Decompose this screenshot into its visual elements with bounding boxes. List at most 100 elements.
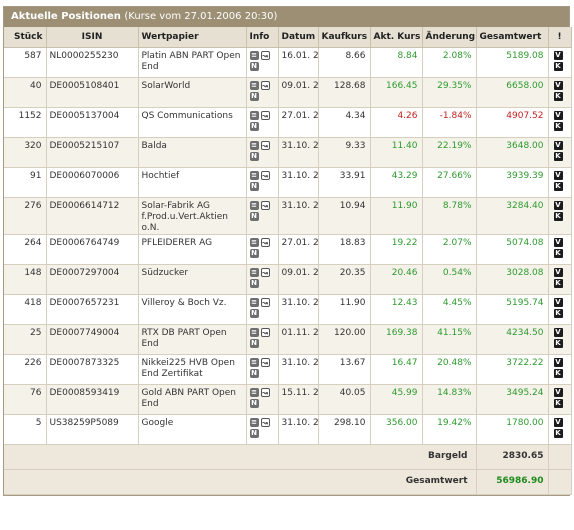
sell-button[interactable]: V	[553, 50, 563, 60]
sell-button[interactable]: V	[553, 237, 563, 247]
buy-button[interactable]: K	[553, 368, 563, 378]
buy-button[interactable]: K	[553, 248, 563, 258]
sell-button[interactable]: V	[553, 357, 563, 367]
cell-gesamtwert: 4234.50	[476, 324, 549, 355]
news-icon[interactable]: N	[249, 248, 259, 258]
chart-icon[interactable]: ↝	[260, 110, 270, 120]
document-icon[interactable]: ≡	[249, 297, 259, 307]
buy-button[interactable]: K	[553, 338, 563, 348]
news-icon[interactable]: N	[249, 91, 259, 101]
document-icon[interactable]: ≡	[249, 237, 259, 247]
news-icon[interactable]: N	[249, 61, 259, 71]
buy-button[interactable]: K	[553, 151, 563, 161]
chart-icon[interactable]: ↝	[260, 417, 270, 427]
document-icon[interactable]: ≡	[249, 200, 259, 210]
buy-button[interactable]: K	[553, 308, 563, 318]
news-icon[interactable]: N	[249, 151, 259, 161]
cell-wertpapier[interactable]: Google	[138, 414, 247, 445]
buy-button[interactable]: K	[553, 91, 563, 101]
document-icon[interactable]: ≡	[249, 110, 259, 120]
news-icon[interactable]: N	[249, 338, 259, 348]
cell-info: ≡ ↝ N	[246, 167, 279, 198]
cell-gesamtwert: 5195.74	[476, 294, 549, 325]
document-icon[interactable]: ≡	[249, 140, 259, 150]
news-icon[interactable]: N	[249, 211, 259, 221]
cell-wertpapier[interactable]: Solar-Fabrik AG f.Prod.u.Vert.Aktien o.N…	[138, 197, 247, 235]
chart-icon[interactable]: ↝	[260, 267, 270, 277]
cell-kaufkurs: 40.05	[318, 384, 371, 415]
cell-stueck: 5	[4, 414, 47, 445]
cell-wertpapier[interactable]: PFLEIDERER AG	[138, 234, 247, 265]
document-icon[interactable]: ≡	[249, 80, 259, 90]
cell-wertpapier[interactable]: Gold ABN PART Open End	[138, 384, 247, 415]
sell-button[interactable]: V	[553, 140, 563, 150]
sell-button[interactable]: V	[553, 417, 563, 427]
buy-button[interactable]: K	[553, 428, 563, 438]
news-icon[interactable]: N	[249, 308, 259, 318]
document-icon[interactable]: ≡	[249, 387, 259, 397]
news-icon[interactable]: N	[249, 181, 259, 191]
chart-icon[interactable]: ↝	[260, 200, 270, 210]
news-icon[interactable]: N	[249, 368, 259, 378]
cell-akt-kurs: 16.47	[370, 354, 423, 385]
col-stueck[interactable]: Stück	[4, 27, 47, 48]
cell-wertpapier[interactable]: Hochtief	[138, 167, 247, 198]
chart-icon[interactable]: ↝	[260, 80, 270, 90]
document-icon[interactable]: ≡	[249, 170, 259, 180]
cell-wertpapier[interactable]: Balda	[138, 137, 247, 168]
col-isin[interactable]: ISIN	[46, 27, 139, 48]
sell-button[interactable]: V	[553, 80, 563, 90]
sell-button[interactable]: V	[553, 387, 563, 397]
chart-icon[interactable]: ↝	[260, 50, 270, 60]
sell-button[interactable]: V	[553, 110, 563, 120]
col-datum[interactable]: Datum	[278, 27, 319, 48]
news-icon[interactable]: N	[249, 398, 259, 408]
document-icon[interactable]: ≡	[249, 327, 259, 337]
cell-wertpapier[interactable]: Nikkei225 HVB Open End Zertifikat	[138, 354, 247, 385]
buy-button[interactable]: K	[553, 61, 563, 71]
cell-wertpapier[interactable]: Platin ABN PART Open End	[138, 47, 247, 78]
chart-icon[interactable]: ↝	[260, 237, 270, 247]
buy-button[interactable]: K	[553, 211, 563, 221]
sell-button[interactable]: V	[553, 297, 563, 307]
cell-info: ≡ ↝ N	[246, 77, 279, 108]
col-wertpapier[interactable]: Wertpapier	[138, 27, 247, 48]
cell-isin: DE0007873325	[46, 354, 139, 385]
col-akt-kurs[interactable]: Akt. Kurs	[370, 27, 423, 48]
chart-icon[interactable]: ↝	[260, 357, 270, 367]
document-icon[interactable]: ≡	[249, 357, 259, 367]
cell-wertpapier[interactable]: Südzucker	[138, 264, 247, 295]
chart-icon[interactable]: ↝	[260, 140, 270, 150]
news-icon[interactable]: N	[249, 278, 259, 288]
sell-button[interactable]: V	[553, 267, 563, 277]
table-row: 226 DE0007873325 Nikkei225 HVB Open End Ze…	[4, 354, 572, 385]
chart-icon[interactable]: ↝	[260, 387, 270, 397]
chart-icon[interactable]: ↝	[260, 327, 270, 337]
buy-button[interactable]: K	[553, 278, 563, 288]
sell-button[interactable]: V	[553, 327, 563, 337]
cell-isin: NL0000255230	[46, 47, 139, 78]
cell-gesamtwert: 3028.08	[476, 264, 549, 295]
document-icon[interactable]: ≡	[249, 50, 259, 60]
news-icon[interactable]: N	[249, 428, 259, 438]
cell-wertpapier[interactable]: RTX DB PART Open End	[138, 324, 247, 355]
document-icon[interactable]: ≡	[249, 417, 259, 427]
chart-icon[interactable]: ↝	[260, 297, 270, 307]
cell-wertpapier[interactable]: QS Communications	[138, 107, 247, 138]
buy-button[interactable]: K	[553, 121, 563, 131]
buy-button[interactable]: K	[553, 181, 563, 191]
buy-button[interactable]: K	[553, 398, 563, 408]
document-icon[interactable]: ≡	[249, 267, 259, 277]
sell-button[interactable]: V	[553, 200, 563, 210]
chart-icon[interactable]: ↝	[260, 170, 270, 180]
cell-kaufkurs: 120.00	[318, 324, 371, 355]
cell-wertpapier[interactable]: Villeroy & Boch Vz.	[138, 294, 247, 325]
sell-button[interactable]: V	[553, 170, 563, 180]
col-gesamtwert[interactable]: Gesamtwert	[476, 27, 549, 48]
cell-wertpapier[interactable]: SolarWorld	[138, 77, 247, 108]
col-kaufkurs[interactable]: Kaufkurs	[318, 27, 371, 48]
col-aenderung[interactable]: Änderung	[422, 27, 477, 48]
news-icon[interactable]: N	[249, 121, 259, 131]
